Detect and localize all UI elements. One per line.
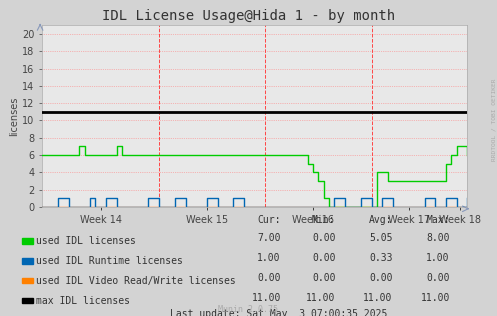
Text: used IDL licenses: used IDL licenses	[36, 236, 136, 246]
Text: 11.00: 11.00	[363, 293, 393, 302]
Y-axis label: licenses: licenses	[9, 96, 19, 136]
Text: 0.00: 0.00	[369, 273, 393, 283]
Text: 11.00: 11.00	[251, 293, 281, 302]
Text: 11.00: 11.00	[420, 293, 450, 302]
Text: 7.00: 7.00	[257, 233, 281, 243]
Text: Munin 2.0.75: Munin 2.0.75	[219, 306, 278, 314]
Text: RRDTOOL / TOBI OETIKER: RRDTOOL / TOBI OETIKER	[491, 79, 496, 161]
Text: 0.00: 0.00	[257, 273, 281, 283]
Text: Last update: Sat May  3 07:00:35 2025: Last update: Sat May 3 07:00:35 2025	[169, 309, 387, 316]
Text: 0.00: 0.00	[312, 273, 335, 283]
Text: 0.00: 0.00	[312, 253, 335, 263]
Text: 5.05: 5.05	[369, 233, 393, 243]
Text: IDL License Usage@Hida 1 - by month: IDL License Usage@Hida 1 - by month	[102, 9, 395, 23]
Text: 0.33: 0.33	[369, 253, 393, 263]
Text: 11.00: 11.00	[306, 293, 335, 302]
Text: 0.00: 0.00	[426, 273, 450, 283]
Text: 1.00: 1.00	[257, 253, 281, 263]
Text: Cur:: Cur:	[257, 215, 281, 225]
Text: used IDL Runtime licenses: used IDL Runtime licenses	[36, 256, 183, 266]
Text: Max:: Max:	[426, 215, 450, 225]
Text: used IDL Video Read/Write licenses: used IDL Video Read/Write licenses	[36, 276, 236, 286]
Text: 8.00: 8.00	[426, 233, 450, 243]
Text: Avg:: Avg:	[369, 215, 393, 225]
Text: 1.00: 1.00	[426, 253, 450, 263]
Text: Min:: Min:	[312, 215, 335, 225]
Text: max IDL licenses: max IDL licenses	[36, 295, 130, 306]
Text: 0.00: 0.00	[312, 233, 335, 243]
